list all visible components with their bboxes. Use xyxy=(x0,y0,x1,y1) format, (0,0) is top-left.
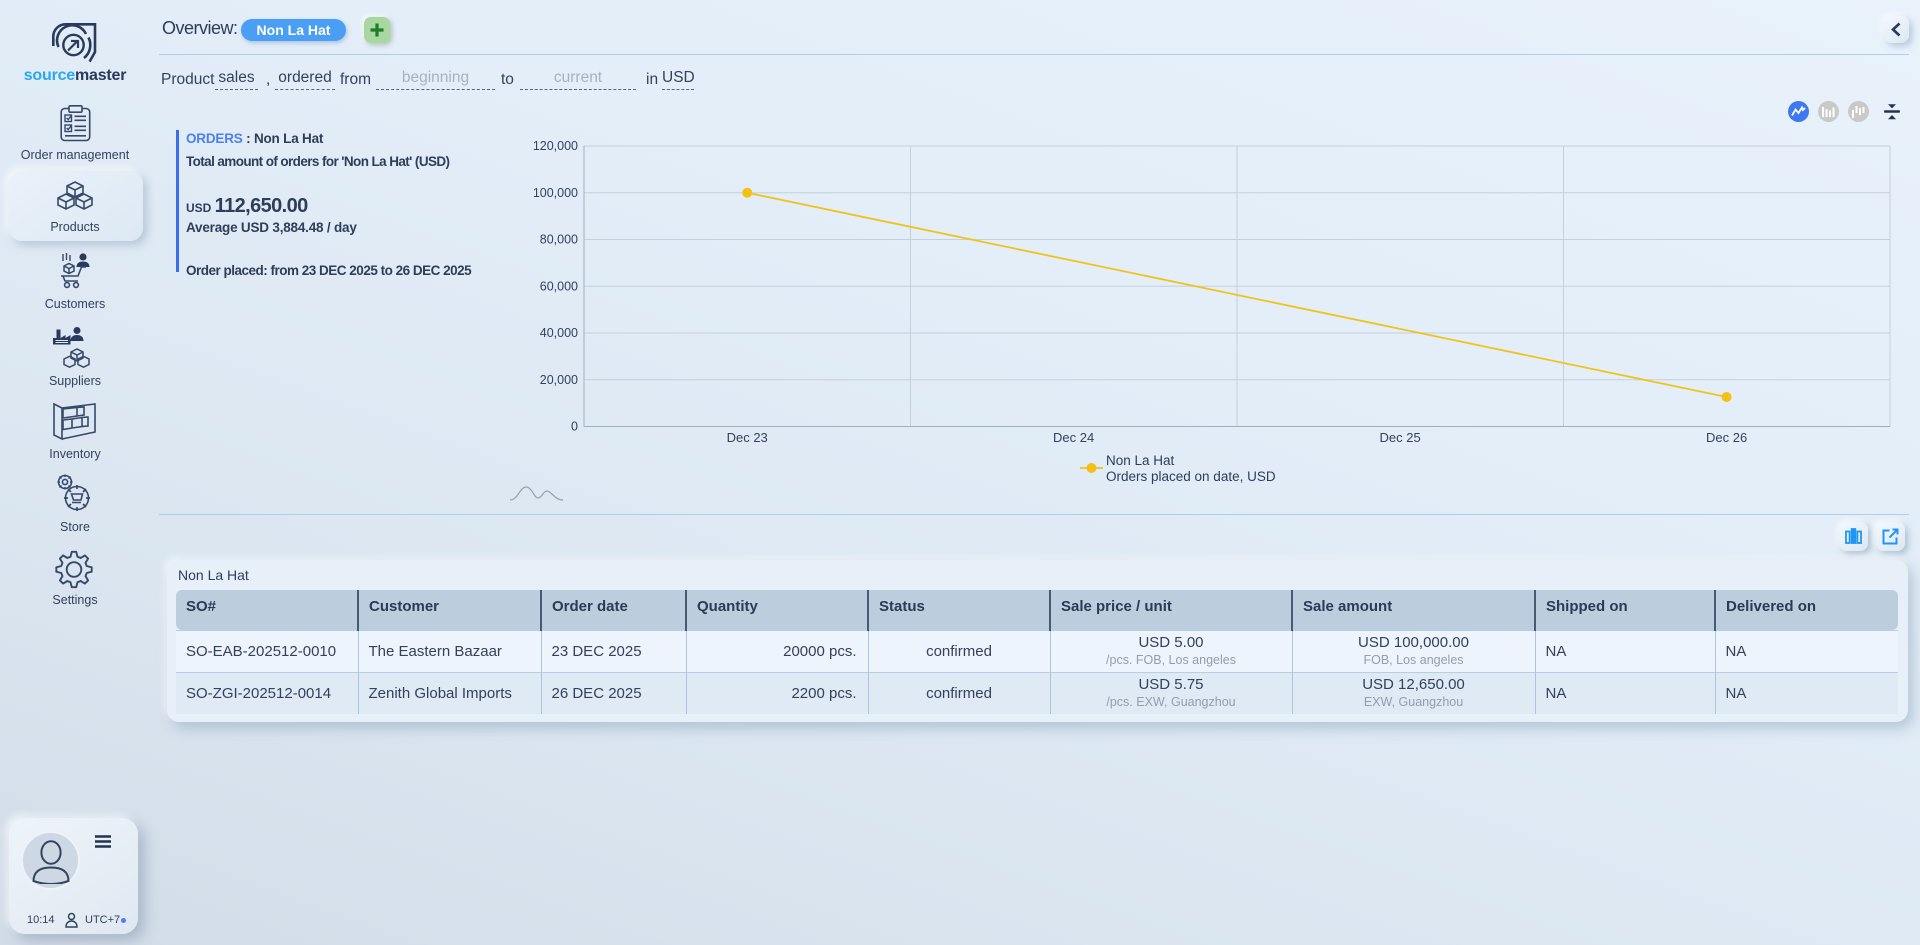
svg-text:80,000: 80,000 xyxy=(540,233,578,247)
svg-text:120,000: 120,000 xyxy=(533,139,578,153)
svg-text:Dec 23: Dec 23 xyxy=(727,430,768,445)
svg-text:100,000: 100,000 xyxy=(533,186,578,200)
svg-text:20,000: 20,000 xyxy=(540,373,578,387)
svg-text:Orders placed on date, USD: Orders placed on date, USD xyxy=(1106,469,1276,484)
svg-text:Dec 26: Dec 26 xyxy=(1706,430,1747,445)
svg-text:0: 0 xyxy=(571,420,578,434)
svg-text:Non La Hat: Non La Hat xyxy=(1106,453,1175,468)
svg-text:60,000: 60,000 xyxy=(540,279,578,293)
svg-text:40,000: 40,000 xyxy=(540,326,578,340)
svg-text:Dec 24: Dec 24 xyxy=(1053,430,1094,445)
svg-text:Dec 25: Dec 25 xyxy=(1379,430,1420,445)
